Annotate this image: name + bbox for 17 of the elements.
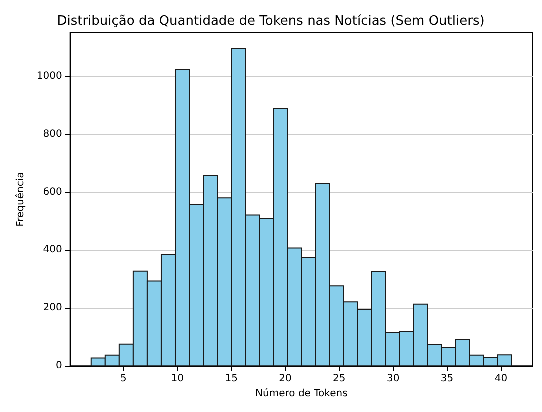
chart-title: Distribuição da Quantidade de Tokens nas Notícias (Sem Outliers) [57, 14, 485, 29]
y-tick-label: 0 [56, 360, 62, 372]
x-axis-title: Número de Tokens [256, 388, 348, 400]
y-tick-label: 200 [43, 302, 62, 314]
x-tick-label: 5 [120, 374, 127, 385]
y-axis-title: Frequência [16, 172, 26, 227]
y-tick-label: 800 [43, 128, 62, 140]
x-tick-label: 10 [171, 374, 184, 385]
x-tick-label: 20 [279, 374, 292, 385]
y-tick-label: 1000 [36, 70, 62, 82]
y-tick-label: 400 [43, 244, 62, 256]
x-tick-label: 35 [440, 374, 454, 385]
y-tick-label: 600 [43, 186, 62, 198]
x-tick-label: 40 [494, 374, 508, 385]
x-tick-label: 15 [225, 374, 238, 385]
x-tick-label: 30 [386, 374, 400, 385]
x-tick-label: 25 [333, 374, 346, 385]
